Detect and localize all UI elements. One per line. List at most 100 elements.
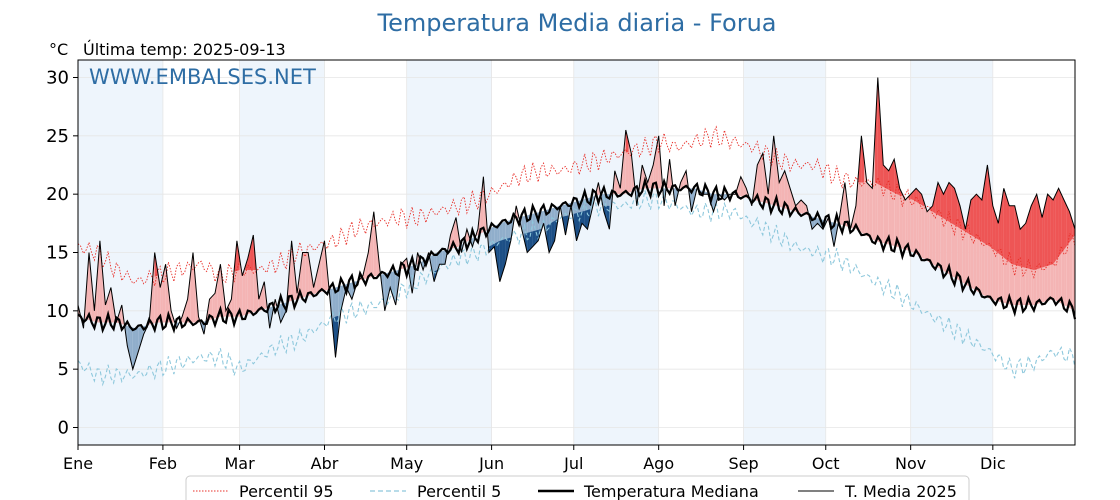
y-axis: 0 5 10 15 20 25 30 bbox=[46, 68, 78, 439]
fill-below-median bbox=[135, 327, 139, 361]
fill-above-p95 bbox=[1028, 205, 1032, 270]
fill-above-median bbox=[910, 191, 914, 253]
fill-above-median bbox=[187, 275, 191, 323]
fill-above-p95 bbox=[877, 77, 881, 186]
fill-above-median bbox=[866, 182, 870, 238]
fill-below-p5 bbox=[491, 243, 495, 250]
fill-above-p95 bbox=[236, 240, 240, 271]
fill-above-median bbox=[924, 202, 928, 261]
fill-above-median bbox=[614, 170, 618, 195]
fill-above-median bbox=[743, 182, 747, 198]
fill-above-p95 bbox=[916, 188, 919, 204]
fill-above-median bbox=[1072, 220, 1075, 311]
fill-above-median bbox=[680, 176, 684, 189]
unit-label: °C bbox=[49, 40, 68, 59]
fill-above-median bbox=[288, 240, 292, 302]
x-tick-label: Sep bbox=[729, 454, 759, 473]
y-tick-label: 30 bbox=[46, 68, 69, 89]
fill-above-p95 bbox=[1014, 205, 1018, 266]
fill-above-p95 bbox=[1006, 197, 1010, 262]
watermark: WWW.EMBALSES.NET bbox=[89, 65, 316, 89]
fill-above-p95 bbox=[910, 191, 914, 200]
fill-below-median bbox=[439, 251, 443, 265]
fill-above-p95 bbox=[984, 165, 988, 245]
fill-above-p95 bbox=[979, 197, 982, 242]
fill-above-median bbox=[214, 278, 218, 319]
fill-above-p95 bbox=[968, 200, 971, 235]
y-tick-label: 5 bbox=[58, 359, 69, 380]
fill-above-p95 bbox=[1055, 188, 1059, 261]
fill-below-median bbox=[338, 285, 341, 335]
legend-label-p95: Percentil 95 bbox=[239, 482, 334, 500]
fill-below-median bbox=[540, 210, 544, 233]
line-t-media-2025 bbox=[77, 77, 1076, 372]
fill-above-median bbox=[872, 132, 876, 241]
fill-above-p95 bbox=[886, 167, 889, 190]
fill-above-median bbox=[368, 232, 372, 279]
fill-above-median bbox=[97, 240, 100, 323]
fill-above-median bbox=[305, 252, 309, 297]
fill-above-median bbox=[927, 208, 930, 263]
fill-above-median bbox=[628, 141, 632, 193]
fill-above-median bbox=[757, 159, 761, 202]
fill-above-median bbox=[760, 153, 763, 203]
fill-above-median bbox=[302, 252, 306, 298]
fill-above-p95 bbox=[861, 135, 865, 183]
legend-box bbox=[185, 475, 970, 500]
x-tick-label: Ago bbox=[643, 454, 674, 473]
x-tick-label: Ene bbox=[63, 454, 93, 473]
fill-above-p95 bbox=[1061, 194, 1065, 254]
y-tick-label: 15 bbox=[46, 243, 69, 264]
fill-above-median bbox=[480, 176, 484, 234]
fill-below-p5 bbox=[584, 210, 588, 230]
x-tick-label: Dic bbox=[980, 454, 1006, 473]
fill-above-p95 bbox=[938, 182, 941, 217]
fill-above-p95 bbox=[1072, 220, 1075, 239]
fill-above-median bbox=[258, 290, 262, 311]
fill-above-p95 bbox=[1042, 205, 1045, 268]
fill-below-median bbox=[132, 327, 136, 370]
y-tick-label: 0 bbox=[58, 418, 69, 439]
fill-above-median bbox=[151, 252, 155, 324]
fill-above-p95 bbox=[987, 165, 991, 247]
x-axis: Ene Feb Mar Abr May Jun Jul Ago Sep Oct Nov Dic bbox=[63, 445, 1006, 473]
fill-below-p5 bbox=[549, 222, 552, 253]
fill-below-median bbox=[392, 270, 396, 305]
fill-above-median bbox=[316, 264, 320, 294]
fill-below-median bbox=[436, 251, 440, 273]
fill-above-p95 bbox=[1022, 223, 1026, 268]
fill-above-p95 bbox=[1044, 194, 1048, 267]
fill-above-p95 bbox=[973, 194, 977, 239]
fill-above-p95 bbox=[935, 182, 939, 215]
fill-above-p95 bbox=[1064, 200, 1067, 250]
fill-above-median bbox=[784, 170, 788, 210]
fill-above-p95 bbox=[976, 194, 980, 240]
fill-above-median bbox=[299, 252, 303, 299]
fill-below-median bbox=[491, 226, 495, 250]
series-lines bbox=[77, 77, 1077, 387]
fill-above-p95 bbox=[1012, 205, 1015, 265]
fill-above-median bbox=[779, 176, 782, 208]
x-tick-label: Mar bbox=[225, 454, 256, 473]
fill-above-median bbox=[844, 182, 848, 227]
line-percentil-5 bbox=[77, 190, 1076, 387]
x-tick-label: Nov bbox=[895, 454, 926, 473]
fill-above-p95 bbox=[995, 214, 999, 254]
fill-above-median bbox=[683, 170, 687, 189]
fill-above-p95 bbox=[951, 185, 955, 225]
fill-below-median bbox=[138, 326, 141, 352]
fill-above-p95 bbox=[1058, 188, 1062, 257]
fill-above-p95 bbox=[1031, 200, 1034, 270]
fill-above-median bbox=[308, 252, 311, 296]
fill-below-p5 bbox=[497, 240, 500, 282]
fill-above-p95 bbox=[1053, 194, 1056, 265]
fill-below-median bbox=[543, 210, 547, 238]
fill-below-p5 bbox=[488, 245, 492, 253]
fill-below-p5 bbox=[502, 239, 506, 273]
fill-below-median bbox=[724, 194, 728, 200]
fill-above-median bbox=[220, 264, 224, 317]
fill-below-median bbox=[691, 188, 695, 212]
y-tick-label: 10 bbox=[46, 301, 69, 322]
fill-above-p95 bbox=[918, 191, 922, 205]
fill-above-median bbox=[899, 188, 903, 249]
